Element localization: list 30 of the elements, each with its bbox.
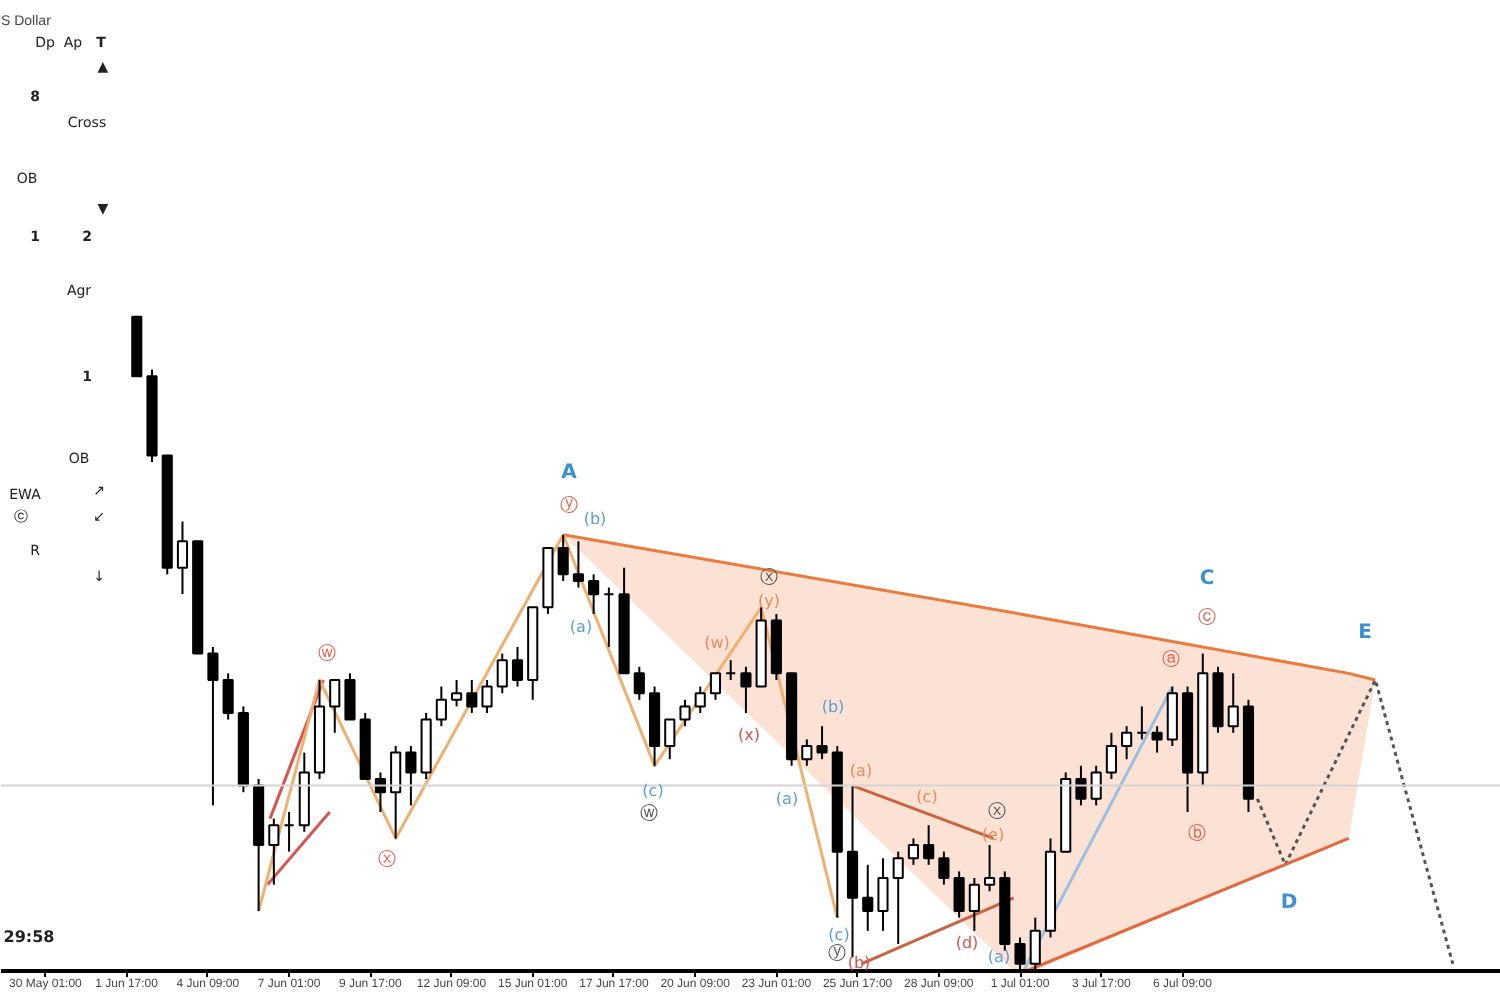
annotation: D	[1280, 892, 1298, 914]
annotation: (a)	[987, 948, 1011, 966]
annotation: (x)	[738, 726, 760, 744]
annotation: ⓒ	[1198, 607, 1216, 629]
annotation: (w)	[704, 634, 730, 652]
annotation: (a)	[569, 618, 593, 636]
annotation: A	[561, 462, 578, 484]
annotation: ⓧ	[760, 567, 778, 589]
annotation: (b)	[847, 954, 871, 972]
annotation: ⓨ	[560, 495, 578, 517]
annotation: ⓐ	[1162, 649, 1180, 671]
annotation: (a)	[775, 790, 799, 808]
annotation: (e)	[981, 826, 1005, 844]
annotation: ⓦ	[318, 643, 336, 665]
annotation: ⓧ	[988, 801, 1006, 823]
annotation: (c)	[828, 926, 850, 944]
annotation: (b)	[583, 510, 607, 528]
annotation: C	[1199, 568, 1215, 590]
annotation: (d)	[955, 934, 979, 952]
annotation: E	[1358, 622, 1373, 644]
annotation: (c)	[642, 782, 664, 800]
annotation: ⓧ	[378, 849, 396, 871]
annotation: ⓑ	[1188, 823, 1206, 845]
annotation: (b)	[821, 698, 845, 716]
annotation: ⓨ	[828, 943, 846, 965]
annotation: (y)	[758, 592, 780, 610]
annotation: (c)	[916, 788, 938, 806]
annotation: ⓦ	[640, 803, 658, 825]
annotation: (a)	[849, 762, 873, 780]
annotation: 29:58	[3, 928, 56, 946]
